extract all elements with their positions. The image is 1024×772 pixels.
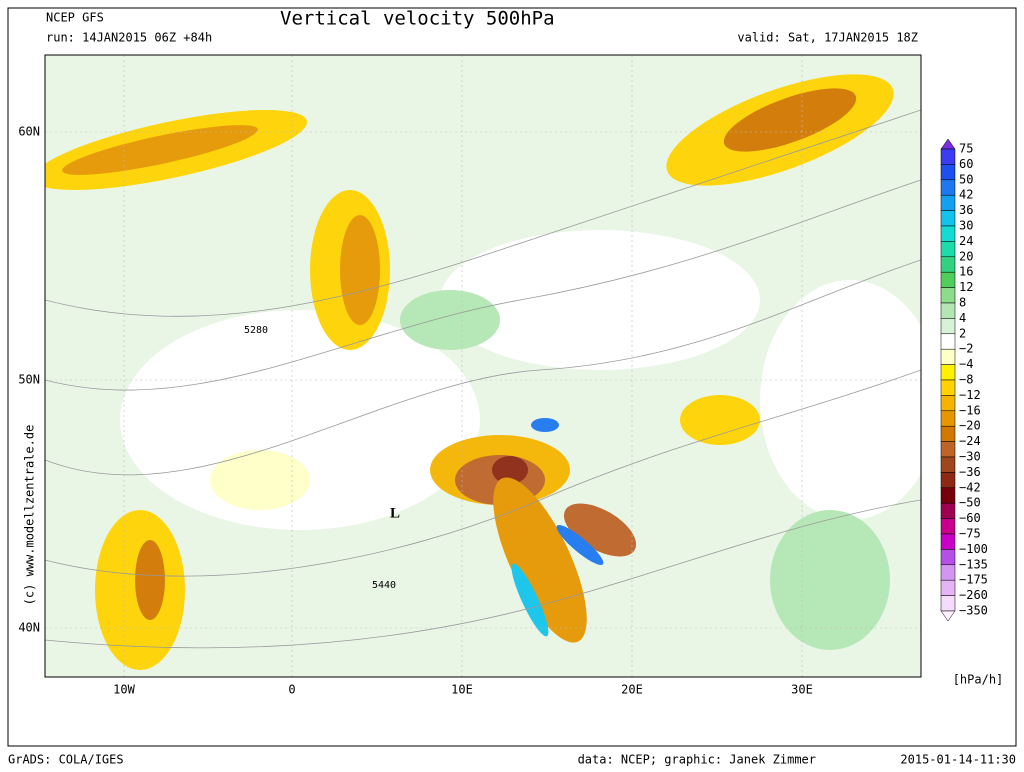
- colorbar-swatch: [940, 395, 956, 412]
- colorbar-label: −20: [959, 419, 981, 433]
- contour-label: 5440: [372, 580, 396, 591]
- colorbar-swatch: [940, 302, 956, 319]
- outer-frame: [7, 7, 1017, 747]
- colorbar-swatch: [940, 138, 956, 150]
- colorbar-label: −60: [959, 511, 981, 525]
- colorbar-unit: [hPa/h]: [953, 673, 1004, 687]
- colorbar-swatch: [940, 595, 956, 612]
- colorbar-swatch: [940, 410, 956, 427]
- colorbar-label: −24: [959, 434, 981, 448]
- colorbar-label: 16: [959, 265, 973, 279]
- colorbar-label: −175: [959, 573, 988, 587]
- colorbar-label: 30: [959, 219, 973, 233]
- colorbar-label: 42: [959, 188, 973, 202]
- colorbar-label: −100: [959, 542, 988, 556]
- model-name: NCEP GFS: [46, 11, 104, 25]
- colorbar-label: 8: [959, 296, 966, 310]
- run-info: run: 14JAN2015 06Z +84h: [46, 31, 212, 45]
- colorbar-swatch: [940, 348, 956, 365]
- colorbar-swatch: [940, 333, 956, 350]
- colorbar-swatch: [940, 579, 956, 596]
- colorbar-label: −2: [959, 342, 973, 356]
- colorbar-swatch: [940, 256, 956, 273]
- colorbar-swatch: [940, 610, 956, 622]
- colorbar-swatch: [940, 472, 956, 489]
- lat-label: 40N: [18, 621, 40, 635]
- colorbar-label: 36: [959, 203, 973, 217]
- colorbar-swatch: [940, 210, 956, 227]
- colorbar-label: 2: [959, 326, 966, 340]
- footer-timestamp: 2015-01-14-11:30: [900, 753, 1016, 767]
- lon-label: 20E: [621, 683, 643, 697]
- colorbar-label: −16: [959, 403, 981, 417]
- colorbar-swatch: [940, 194, 956, 211]
- colorbar-label: 75: [959, 142, 973, 156]
- credit: (c) www.modellzentrale.de: [23, 425, 37, 606]
- colorbar-label: −260: [959, 588, 988, 602]
- colorbar-swatch: [940, 564, 956, 581]
- footer-software: GrADS: COLA/IGES: [8, 753, 124, 767]
- colorbar-swatch: [940, 225, 956, 242]
- colorbar-swatch: [940, 271, 956, 288]
- colorbar-swatch: [940, 287, 956, 304]
- lon-label: 10E: [451, 683, 473, 697]
- lat-label: 60N: [18, 125, 40, 139]
- colorbar-label: −50: [959, 496, 981, 510]
- colorbar-label: 24: [959, 234, 973, 248]
- colorbar-swatch: [940, 148, 956, 165]
- contour-label: 5280: [244, 325, 268, 336]
- colorbar-label: 12: [959, 280, 973, 294]
- colorbar-swatch: [940, 379, 956, 396]
- map-title: Vertical velocity 500hPa: [280, 8, 555, 30]
- colorbar-label: −350: [959, 604, 988, 618]
- colorbar-swatch: [940, 179, 956, 196]
- colorbar-swatch: [940, 518, 956, 535]
- lon-label: 30E: [791, 683, 813, 697]
- colorbar-swatch: [940, 441, 956, 458]
- colorbar-label: −36: [959, 465, 981, 479]
- lat-label: 50N: [18, 373, 40, 387]
- footer-source: data: NCEP; graphic: Janek Zimmer: [578, 753, 816, 767]
- colorbar-label: −12: [959, 388, 981, 402]
- colorbar-label: 60: [959, 157, 973, 171]
- colorbar-label: −42: [959, 480, 981, 494]
- colorbar: 75605042363024201612842−2−4−8−12−16−20−2…: [940, 138, 988, 622]
- colorbar-label: −30: [959, 450, 981, 464]
- colorbar-label: −75: [959, 527, 981, 541]
- colorbar-label: −8: [959, 373, 973, 387]
- colorbar-label: 50: [959, 172, 973, 186]
- colorbar-label: −135: [959, 557, 988, 571]
- colorbar-swatch: [940, 425, 956, 442]
- colorbar-swatch: [940, 318, 956, 335]
- colorbar-swatch: [940, 533, 956, 550]
- colorbar-swatch: [940, 364, 956, 381]
- plot-frame: [44, 54, 922, 678]
- colorbar-label: 20: [959, 249, 973, 263]
- lon-label: 10W: [113, 683, 135, 697]
- colorbar-swatch: [940, 502, 956, 519]
- valid-info: valid: Sat, 17JAN2015 18Z: [737, 31, 918, 45]
- colorbar-swatch: [940, 487, 956, 504]
- colorbar-swatch: [940, 241, 956, 258]
- colorbar-swatch: [940, 456, 956, 473]
- colorbar-swatch: [940, 549, 956, 566]
- lon-label: 0: [288, 683, 295, 697]
- map-field: 5280 5440 L: [45, 55, 921, 677]
- colorbar-label: −4: [959, 357, 973, 371]
- low-marker: L: [390, 505, 400, 521]
- colorbar-label: 4: [959, 311, 966, 325]
- colorbar-swatch: [940, 164, 956, 181]
